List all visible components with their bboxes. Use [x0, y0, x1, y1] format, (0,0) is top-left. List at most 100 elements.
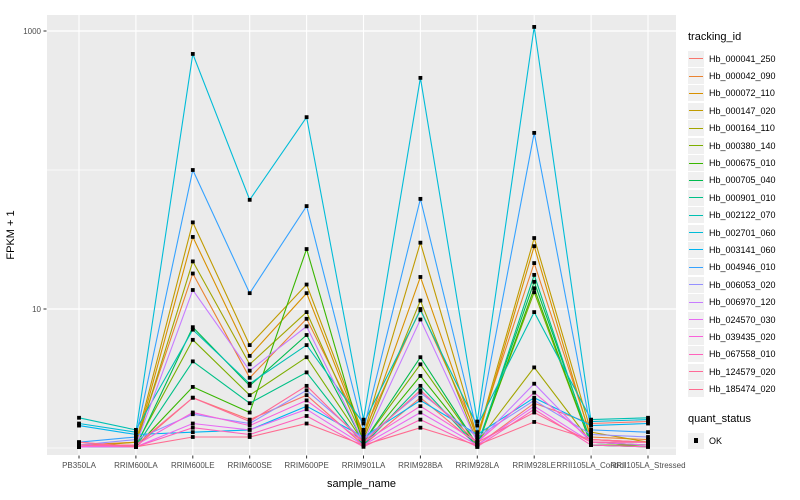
data-point	[589, 423, 593, 428]
data-point	[247, 291, 252, 296]
data-point	[475, 423, 480, 428]
legend-item-Hb_000705_040: Hb_000705_040	[688, 172, 798, 189]
x-tick-label: RRIM600LE	[171, 461, 215, 470]
data-point	[77, 423, 81, 428]
data-point	[247, 417, 252, 422]
data-point	[361, 417, 366, 422]
data-point	[304, 383, 309, 388]
data-point	[532, 398, 537, 403]
legend-key-swatch	[688, 85, 704, 102]
data-point	[247, 383, 252, 388]
legend-item-Hb_000901_010: Hb_000901_010	[688, 189, 798, 206]
legend-item-quant-ok: OK	[688, 432, 798, 449]
legend-title-tracking-id: tracking_id	[688, 31, 742, 43]
legend-item-Hb_124579_020: Hb_124579_020	[688, 363, 798, 380]
data-point	[134, 427, 138, 432]
data-point	[589, 435, 593, 439]
data-point	[418, 425, 423, 430]
data-point	[304, 333, 309, 337]
data-point	[247, 343, 252, 347]
data-point	[304, 316, 309, 321]
data-point	[532, 130, 537, 135]
legend-item-Hb_000380_140: Hb_000380_140	[688, 137, 798, 154]
legend-key-line-icon	[689, 388, 703, 390]
legend-item-label: Hb_002701_060	[709, 227, 776, 238]
legend-quant-entries: OK	[688, 432, 798, 449]
legend-item-Hb_002122_070: Hb_002122_070	[688, 207, 798, 224]
data-point	[532, 310, 537, 314]
legend-key-line-icon	[689, 110, 703, 112]
data-point	[190, 385, 195, 389]
x-tick-label: RRIM928LA	[456, 461, 500, 470]
data-point	[418, 398, 423, 403]
legend-entries: Hb_000041_250 Hb_000042_090 Hb_000072_110 H…	[688, 50, 798, 398]
data-point	[134, 432, 138, 437]
legend-item-label: Hb_004946_010	[709, 262, 776, 273]
data-point	[646, 440, 650, 445]
data-point	[247, 362, 252, 367]
x-tick-label: PB350LA	[62, 461, 96, 470]
data-point	[304, 355, 309, 360]
data-point	[190, 395, 195, 400]
legend-key-swatch	[688, 294, 704, 311]
legend-key-line-icon	[689, 249, 703, 251]
legend-key-line-icon	[689, 232, 703, 234]
data-point	[190, 168, 195, 172]
data-point	[304, 407, 309, 412]
legend-key-line-icon	[689, 353, 703, 355]
legend-key-swatch	[688, 311, 704, 328]
legend-key-swatch	[688, 189, 704, 206]
data-point	[190, 288, 195, 292]
data-point	[190, 271, 195, 276]
data-point	[247, 401, 252, 406]
legend-key-line-icon	[689, 92, 703, 94]
legend-item-Hb_000675_010: Hb_000675_010	[688, 154, 798, 172]
legend-key-point-icon	[693, 438, 699, 443]
x-tick-label: RRIM928BA	[398, 461, 443, 470]
legend-item-Hb_000042_090: Hb_000042_090	[688, 67, 798, 85]
data-point	[247, 419, 252, 424]
data-point	[646, 419, 650, 424]
data-point	[247, 353, 252, 358]
data-point	[190, 259, 195, 264]
legend-key-line-icon	[689, 145, 703, 147]
legend-item-label: Hb_024570_030	[709, 314, 776, 325]
data-point	[247, 432, 252, 437]
data-point	[361, 435, 366, 439]
data-point	[418, 395, 423, 400]
legend-key-line-icon	[689, 266, 703, 268]
legend-item-Hb_067558_010: Hb_067558_010	[688, 346, 798, 363]
legend-key-line-icon	[689, 301, 703, 303]
data-point	[361, 427, 366, 432]
data-point	[589, 440, 593, 445]
data-point	[532, 381, 537, 386]
data-point	[304, 343, 309, 347]
legend-key-line-icon	[689, 214, 703, 216]
data-point	[646, 435, 650, 439]
data-point	[190, 359, 195, 364]
data-point	[304, 310, 309, 314]
data-point	[532, 261, 537, 265]
legend-item-label: Hb_039435_020	[709, 331, 776, 342]
data-point	[418, 298, 423, 303]
data-point	[532, 410, 537, 415]
data-point	[190, 337, 195, 342]
data-point	[361, 443, 366, 447]
legend-item-Hb_000072_110: Hb_000072_110	[688, 85, 798, 102]
data-point	[134, 435, 138, 439]
data-point	[247, 427, 252, 432]
data-point	[532, 236, 537, 240]
data-point	[475, 440, 480, 445]
data-point	[361, 430, 366, 435]
data-point	[532, 25, 537, 29]
data-point	[247, 423, 252, 428]
data-point	[190, 52, 195, 56]
data-point	[77, 440, 81, 445]
data-point	[418, 388, 423, 393]
legend-key-swatch	[688, 224, 704, 241]
legend-key-swatch	[688, 207, 704, 224]
x-tick-label: RRIM901LA	[342, 461, 386, 470]
data-point	[418, 362, 423, 367]
data-point	[190, 421, 195, 426]
